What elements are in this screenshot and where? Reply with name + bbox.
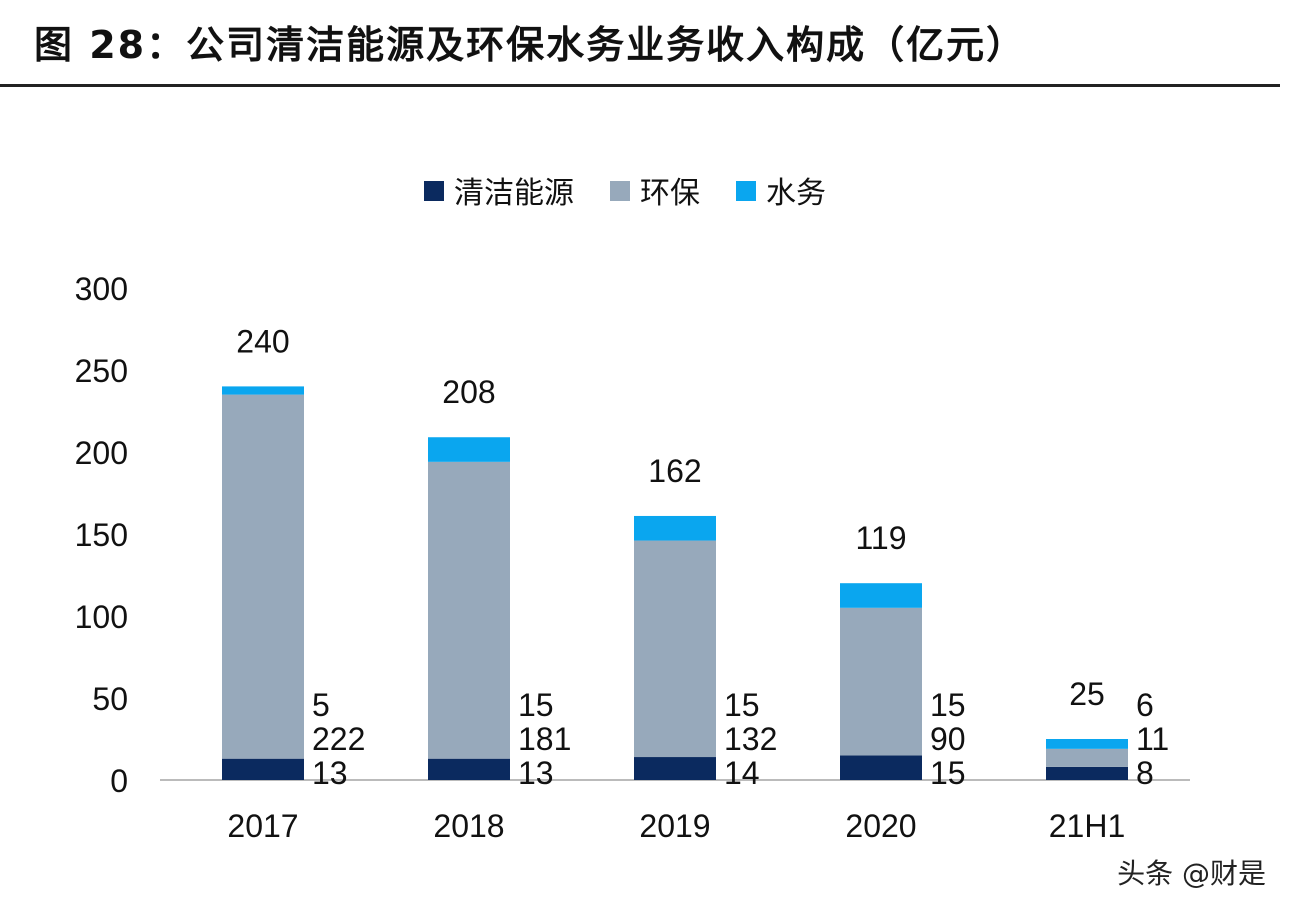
total-label: 208 [442,374,495,410]
data-label: 6 [1136,687,1154,723]
y-tick-label: 150 [75,517,128,553]
bar-segment-清洁能源 [428,758,510,780]
data-label: 181 [518,721,571,757]
x-tick-label: 2018 [433,808,504,844]
y-tick-label: 0 [110,763,128,799]
total-label: 162 [648,453,701,489]
data-label: 132 [724,721,777,757]
total-label: 25 [1069,676,1105,712]
data-label: 90 [930,721,966,757]
bar-segment-环保 [428,461,510,759]
y-tick-label: 50 [92,681,128,717]
data-label: 222 [312,721,365,757]
title-divider [0,84,1280,87]
bar-segment-清洁能源 [840,755,922,780]
legend-swatch [736,181,756,201]
y-tick-label: 100 [75,599,128,635]
watermark: 头条 @财是 [1117,857,1266,890]
bar-segment-清洁能源 [634,757,716,780]
y-tick-label: 300 [75,271,128,307]
bar-segment-环保 [840,607,922,756]
legend-label: 清洁能源 [454,176,574,211]
data-label: 11 [1136,721,1169,757]
x-tick-label: 2019 [639,808,710,844]
x-tick-label: 2017 [227,808,298,844]
data-label: 5 [312,687,330,723]
legend-label: 环保 [640,176,700,211]
legend-swatch [424,181,444,201]
data-label: 15 [930,755,966,791]
y-tick-label: 200 [75,435,128,471]
data-label: 13 [518,755,554,791]
bar-segment-清洁能源 [222,758,304,780]
bar-segment-水务 [428,437,510,462]
bar-segment-环保 [634,540,716,758]
data-label: 8 [1136,755,1154,791]
legend-label: 水务 [766,176,826,211]
bar-segment-清洁能源 [1046,766,1128,780]
bar-segment-水务 [222,386,304,395]
bar-segment-环保 [222,394,304,759]
data-label: 15 [518,687,554,723]
bar-segment-水务 [634,515,716,541]
total-label: 240 [236,323,289,359]
page-title: 图 28：公司清洁能源及环保水务业务收入构成（亿元） [34,23,1027,67]
data-label: 14 [724,755,760,791]
data-label: 15 [930,687,966,723]
data-label: 15 [724,687,760,723]
legend-swatch [610,181,630,201]
data-label: 13 [312,755,348,791]
total-label: 119 [855,520,906,556]
x-tick-label: 2020 [845,808,916,844]
bar-segment-水务 [1046,739,1128,749]
x-tick-label: 21H1 [1049,808,1126,844]
bar-segment-水务 [840,583,922,608]
y-tick-label: 250 [75,353,128,389]
bar-segment-环保 [1046,748,1128,767]
